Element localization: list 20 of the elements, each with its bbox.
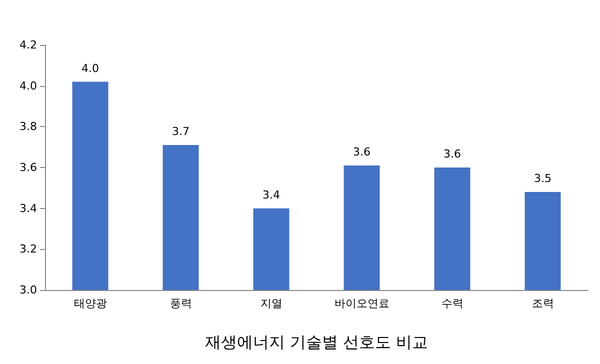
- y-tick-label: 3.0: [20, 284, 37, 296]
- x-tick-label: 조력: [532, 297, 554, 310]
- y-tick-label: 4.2: [20, 38, 37, 52]
- data-label: 3.6: [353, 145, 370, 158]
- data-label: 3.5: [534, 172, 552, 185]
- y-tick-label: 4.0: [20, 79, 37, 92]
- x-tick-label: 태양광: [74, 297, 107, 310]
- x-tick-label: 바이오연료: [334, 297, 390, 310]
- y-tick-label: 3.8: [20, 120, 37, 134]
- data-label: 3.7: [172, 125, 190, 138]
- data-label: 3.6: [444, 148, 461, 160]
- data-label: 4.0: [82, 62, 99, 75]
- y-tick-label: 3.4: [20, 202, 37, 215]
- x-tick-label: 지열: [260, 297, 282, 310]
- x-tick-label: 수력: [441, 297, 464, 310]
- x-tick-label: 풍력: [170, 297, 192, 310]
- x-axis-title: 재생에너지 기술별 선호도 비교: [204, 332, 428, 352]
- y-tick-label: 3.6: [20, 161, 37, 174]
- y-tick-label: 3.2: [20, 242, 37, 256]
- data-label: 3.4: [262, 188, 280, 202]
